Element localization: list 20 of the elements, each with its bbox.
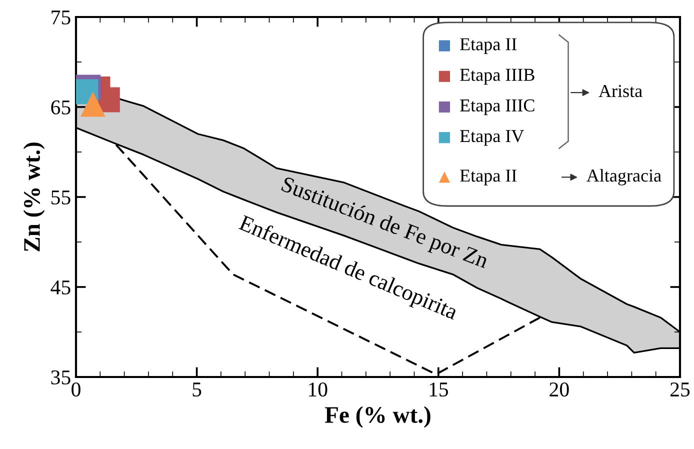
annotation: Altagracia	[586, 168, 662, 186]
annotation: Arista	[598, 84, 642, 98]
x-tick-label: 25	[670, 382, 690, 397]
legend-label: Etapa II	[460, 170, 517, 186]
y-tick-label: 55	[52, 190, 70, 204]
y-axis-title: Zn (% wt.)	[23, 142, 45, 252]
y-tick-label: 65	[51, 100, 70, 114]
legend-label: Etapa II	[460, 38, 517, 54]
y-tick-label: 75	[52, 10, 70, 24]
x-tick-label: 10	[309, 382, 328, 397]
x-tick-label: 20	[550, 382, 569, 397]
y-tick-label: 35	[51, 370, 70, 384]
legend-label: Etapa IV	[460, 130, 524, 146]
x-tick-label: 5	[192, 382, 202, 397]
x-tick-label: 15	[430, 382, 448, 397]
x-axis-title: Fe (% wt.)	[324, 406, 430, 428]
y-tick-label: 45	[50, 280, 70, 294]
x-tick-label: 0	[72, 382, 80, 397]
legend-label: Etapa IIIC	[460, 99, 534, 116]
legend-label: Etapa IIIB	[460, 68, 534, 85]
